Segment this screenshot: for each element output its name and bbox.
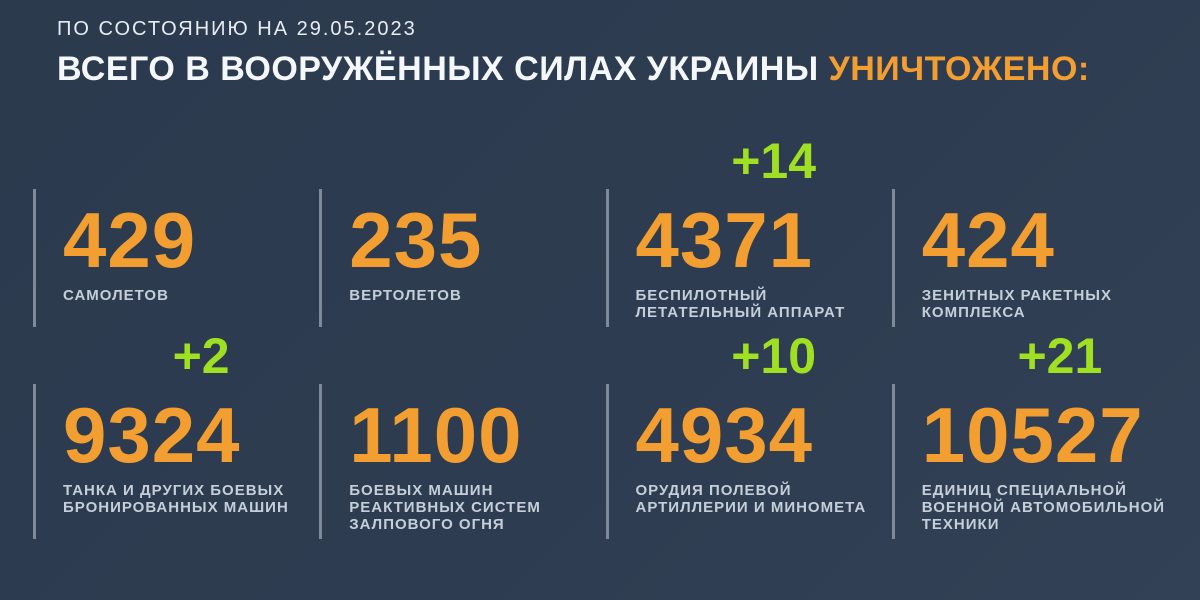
stats-grid: 429 САМОЛЕТОВ 235 ВЕРТОЛЕТОВ +14 4371 БЕ… [33, 133, 1178, 539]
date-line: ПО СОСТОЯНИЮ НА 29.05.2023 [57, 18, 417, 40]
stat-card-air-defense: 424 ЗЕНИТНЫХ РАКЕТНЫХ КОМПЛЕКСА [891, 133, 1178, 327]
stat-card-uav: +14 4371 БЕСПИЛОТНЫЙ ЛЕТАТЕЛЬНЫЙ АППАРАТ [605, 133, 892, 327]
stat-value: 424 [921, 196, 1055, 284]
stat-label: ЗЕНИТНЫХ РАКЕТНЫХ КОМПЛЕКСА [921, 287, 1112, 321]
stat-card-aircraft: 429 САМОЛЕТОВ [33, 133, 319, 327]
stat-body: 10527 ЕДИНИЦ СПЕЦИАЛЬНОЙ ВОЕННОЙ АВТОМОБ… [891, 384, 1178, 539]
stat-label: БЕСПИЛОТНЫЙ ЛЕТАТЕЛЬНЫЙ АППАРАТ [635, 287, 846, 321]
stat-body: 424 ЗЕНИТНЫХ РАКЕТНЫХ КОМПЛЕКСА [891, 189, 1178, 327]
stat-delta [58, 133, 344, 189]
stat-delta [344, 133, 630, 189]
headline-accent: УНИЧТОЖЕНО: [828, 50, 1090, 88]
stat-value: 9324 [63, 391, 241, 479]
stat-label: БОЕВЫХ МАШИН РЕАКТИВНЫХ СИСТЕМ ЗАЛПОВОГО… [349, 482, 541, 533]
header: ПО СОСТОЯНИЮ НА 29.05.2023 ВСЕГО В ВООРУ… [57, 18, 1090, 89]
stat-card-artillery: +10 4934 ОРУДИЯ ПОЛЕВОЙ АРТИЛЛЕРИИ И МИН… [605, 328, 892, 539]
headline-main: ВСЕГО В ВООРУЖЁННЫХ СИЛАХ УКРАИНЫ [57, 50, 829, 88]
stat-label: ЕДИНИЦ СПЕЦИАЛЬНОЙ ВОЕННОЙ АВТОМОБИЛЬНОЙ… [921, 482, 1166, 533]
stat-delta: +21 [1017, 328, 1103, 384]
stat-value: 429 [63, 196, 197, 284]
stat-delta: +10 [731, 328, 817, 384]
stat-delta: +2 [172, 328, 230, 384]
stat-card-military-vehicles: +21 10527 ЕДИНИЦ СПЕЦИАЛЬНОЙ ВОЕННОЙ АВТ… [891, 328, 1178, 539]
stat-value: 4371 [635, 196, 814, 284]
stat-label: ТАНКА И ДРУГИХ БОЕВЫХ БРОНИРОВАННЫХ МАШИ… [63, 482, 289, 516]
stat-value: 4934 [635, 391, 814, 479]
stat-delta [344, 328, 630, 384]
stat-delta [917, 133, 1200, 189]
stat-value: 235 [349, 196, 483, 284]
stat-delta: +14 [731, 133, 817, 189]
stat-label: ОРУДИЯ ПОЛЕВОЙ АРТИЛЛЕРИИ И МИНОМЕТА [635, 482, 867, 516]
stat-body: 4371 БЕСПИЛОТНЫЙ ЛЕТАТЕЛЬНЫЙ АППАРАТ [605, 189, 892, 327]
stat-card-mlrs: 1100 БОЕВЫХ МАШИН РЕАКТИВНЫХ СИСТЕМ ЗАЛП… [319, 328, 605, 539]
stat-value: 10527 [921, 391, 1144, 479]
stat-label: САМОЛЕТОВ [63, 287, 169, 304]
stat-body: 429 САМОЛЕТОВ [33, 189, 319, 327]
stat-body: 235 ВЕРТОЛЕТОВ [319, 189, 605, 327]
stat-body: 9324 ТАНКА И ДРУГИХ БОЕВЫХ БРОНИРОВАННЫХ… [33, 384, 319, 539]
stat-body: 1100 БОЕВЫХ МАШИН РЕАКТИВНЫХ СИСТЕМ ЗАЛП… [319, 384, 605, 539]
headline: ВСЕГО В ВООРУЖЁННЫХ СИЛАХ УКРАИНЫ УНИЧТО… [57, 50, 1090, 89]
stat-card-tanks: +2 9324 ТАНКА И ДРУГИХ БОЕВЫХ БРОНИРОВАН… [33, 328, 319, 539]
stat-card-helicopters: 235 ВЕРТОЛЕТОВ [319, 133, 605, 327]
stat-value: 1100 [349, 391, 523, 479]
stat-label: ВЕРТОЛЕТОВ [349, 287, 462, 304]
stat-body: 4934 ОРУДИЯ ПОЛЕВОЙ АРТИЛЛЕРИИ И МИНОМЕТ… [605, 384, 892, 539]
